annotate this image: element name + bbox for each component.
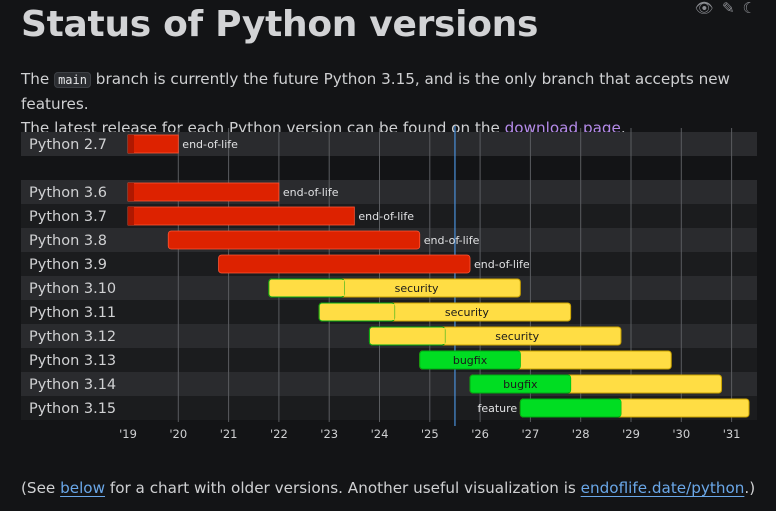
row-label: Python 3.10	[29, 281, 116, 297]
status-label: end-of-life	[474, 258, 530, 271]
status-label: end-of-life	[182, 138, 238, 151]
eol-bar-fade	[128, 135, 134, 153]
x-tick-label: '28	[572, 427, 590, 441]
row-label: Python 3.6	[29, 185, 107, 201]
footer-text-1: (See	[21, 479, 61, 497]
x-tick-label: '20	[169, 427, 187, 441]
bar-join	[440, 328, 445, 344]
x-tick-label: '27	[522, 427, 540, 441]
row-label: Python 3.7	[29, 209, 107, 225]
x-tick-label: '31	[723, 427, 741, 441]
eol-bar	[127, 206, 355, 226]
x-tick-label: '29	[622, 427, 640, 441]
status-label: security	[495, 330, 539, 343]
moon-icon[interactable]: ☾	[742, 0, 756, 17]
bar-join	[516, 352, 521, 368]
eye-icon[interactable]: 👁	[694, 0, 714, 17]
eol-bar	[167, 230, 421, 250]
main-branch-code: main	[54, 72, 91, 88]
row-label: Python 3.14	[29, 377, 116, 393]
eol-bar	[218, 254, 471, 274]
footer-paragraph: (See below for a chart with older versio…	[21, 479, 755, 497]
status-label: security	[445, 306, 489, 319]
x-tick-label: '21	[220, 427, 238, 441]
x-tick-label: '25	[421, 427, 439, 441]
below-link[interactable]: below	[60, 479, 106, 497]
row-label: Python 3.8	[29, 233, 107, 249]
edit-icon[interactable]: ✎	[721, 0, 735, 17]
row-label: Python 3.9	[29, 257, 107, 273]
status-label: bugfix	[503, 378, 538, 391]
security-bar	[318, 302, 396, 322]
row-label: Python 3.11	[29, 305, 116, 321]
eol-bar	[127, 182, 280, 202]
status-label: bugfix	[453, 354, 488, 367]
eol-bar-fade	[128, 207, 134, 225]
x-tick-label: '19	[119, 427, 137, 441]
status-label: end-of-life	[358, 210, 414, 223]
bar-join	[390, 304, 395, 320]
bar-join	[566, 376, 571, 392]
python-versions-chart: Python 2.7 end-of-life Python 3.6 end-of-li…	[21, 126, 757, 441]
status-label: end-of-life	[283, 186, 339, 199]
x-tick-label: '22	[270, 427, 288, 441]
security-bar	[368, 326, 446, 346]
status-label: security	[395, 282, 439, 295]
intro-text-2: branch is currently the future Python 3.…	[21, 70, 730, 113]
row-label: Python 3.13	[29, 353, 116, 369]
status-label: end-of-life	[424, 234, 480, 247]
x-tick-label: '26	[471, 427, 489, 441]
x-tick-label: '24	[371, 427, 389, 441]
eol-bar	[127, 134, 179, 154]
intro-text-4: .	[620, 119, 626, 137]
footer-text-3: .)	[744, 479, 756, 497]
security-bar	[268, 278, 345, 298]
endoflife-link[interactable]: endoflife.date/python	[580, 479, 745, 497]
bar-join	[616, 400, 621, 416]
row-label: Python 3.15	[29, 401, 116, 417]
eol-bar-fade	[128, 183, 134, 201]
row-label: Python 2.7	[29, 137, 107, 153]
intro-text-1: The	[21, 70, 55, 88]
status-label: feature	[477, 402, 517, 415]
footer-text-2: for a chart with older versions. Another…	[105, 479, 581, 497]
x-tick-label: '30	[672, 427, 690, 441]
x-tick-label: '23	[320, 427, 338, 441]
page-actions: 👁 ✎ ☾	[695, 0, 756, 16]
bar-join	[340, 280, 345, 296]
page-title: Status of Python versions	[21, 4, 539, 45]
feature-bar	[519, 398, 622, 418]
row-label: Python 3.12	[29, 329, 116, 345]
